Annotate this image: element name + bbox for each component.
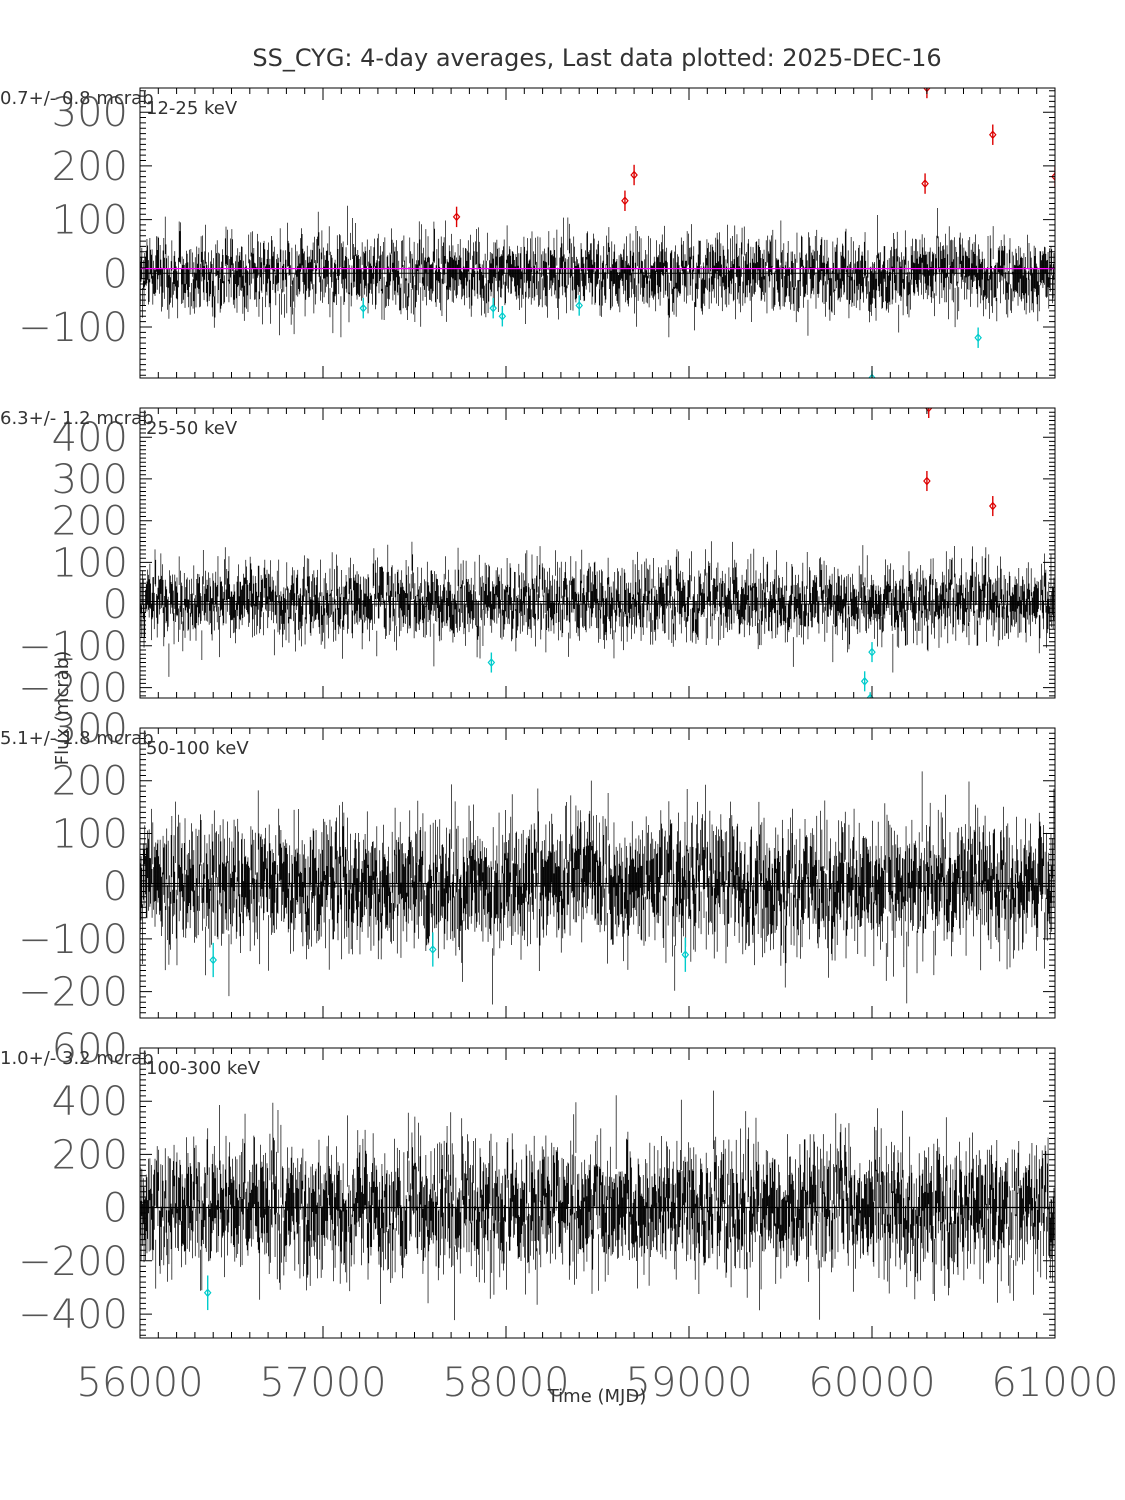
- x-tick-label: 57000: [259, 1360, 386, 1406]
- error-bars: [140, 771, 1055, 1005]
- noise-series: [140, 1090, 1055, 1321]
- high-point: [630, 170, 638, 180]
- high-point: [921, 179, 929, 189]
- low-point: [868, 373, 876, 378]
- high-point: [1051, 172, 1055, 182]
- y-axis-label: Flux (mcrab): [52, 651, 73, 765]
- low-point: [489, 303, 497, 313]
- low-point: [359, 303, 368, 313]
- tick-marks: [139, 407, 1056, 698]
- chart-title: SS_CYG: 4-day averages, Last data plotte…: [252, 44, 941, 72]
- error-bars: [140, 541, 1055, 677]
- x-tick-label: 56000: [76, 1360, 203, 1406]
- y-tick-label: 400: [52, 415, 128, 461]
- tick-marks: [139, 1047, 1056, 1338]
- low-point: [860, 676, 869, 686]
- energy-band-label: 50-100 keV: [146, 738, 249, 759]
- high-point: [923, 476, 931, 486]
- high-point: [621, 196, 629, 206]
- mean-flux-label: 1.0+/- 3.2 mcrab: [0, 1048, 154, 1069]
- low-point: [575, 301, 583, 310]
- panel-frame: [139, 1047, 1056, 1339]
- y-tick-label: 400: [52, 1079, 128, 1125]
- y-tick-label: 100: [52, 198, 128, 244]
- y-tick-label: 0: [103, 251, 128, 297]
- y-tick-label: −200: [18, 970, 128, 1016]
- y-tick-label: 200: [52, 499, 128, 545]
- low-point: [498, 311, 507, 321]
- y-tick-label: 100: [52, 540, 128, 586]
- tick-marks: [139, 88, 1056, 378]
- low-point: [974, 333, 982, 343]
- y-tick-label: 100: [52, 811, 128, 857]
- x-tick-labels: 56000 57000 58000 59000 60000 61000: [76, 1360, 1118, 1406]
- y-tick-label: 300: [52, 706, 128, 752]
- x-axis-label: Time (MJD): [547, 1386, 647, 1407]
- y-tick-label: −200: [18, 1239, 128, 1285]
- noise-series: [140, 771, 1055, 1005]
- error-bars: [140, 205, 1055, 338]
- y-tick-label: −400: [18, 1292, 128, 1338]
- y-tick-label: 0: [103, 864, 128, 910]
- y-tick-label: 200: [52, 144, 128, 190]
- panel-frame: [139, 87, 1056, 379]
- y-tick-label: −100: [18, 305, 128, 351]
- x-tick-label: 61000: [991, 1360, 1118, 1406]
- y-tick-label: 300: [52, 90, 128, 136]
- x-tick-label: 59000: [625, 1360, 752, 1406]
- low-point: [429, 945, 437, 954]
- y-tick-label: 0: [103, 582, 128, 628]
- y-tick-label: 200: [52, 759, 128, 805]
- mean-flux-label: 5.1+/- 1.8 mcrab: [0, 728, 154, 749]
- y-tick-label: −200: [18, 666, 128, 712]
- error-bars: [140, 1090, 1055, 1321]
- noise-series: [140, 541, 1055, 677]
- x-tick-label: 58000: [442, 1360, 569, 1406]
- energy-band-label: 25-50 keV: [146, 418, 238, 439]
- y-tick-label: −100: [18, 917, 128, 963]
- x-tick-label: 60000: [808, 1360, 935, 1406]
- high-point: [988, 130, 997, 140]
- energy-band-label: 12-25 keV: [146, 98, 238, 119]
- y-tick-label: 0: [103, 1186, 128, 1232]
- y-tick-label: 600: [52, 1026, 128, 1072]
- low-point: [868, 647, 876, 657]
- y-tick-label: 300: [52, 457, 128, 503]
- high-point: [924, 408, 933, 413]
- low-point: [681, 950, 690, 960]
- energy-band-label: 100-300 keV: [146, 1058, 261, 1079]
- noise-series: [140, 205, 1055, 338]
- low-point: [487, 658, 496, 667]
- low-point: [203, 1288, 212, 1298]
- y-tick-label: −100: [18, 624, 128, 670]
- low-point: [209, 955, 217, 965]
- high-point: [988, 501, 997, 511]
- panel-frame: [139, 407, 1056, 699]
- mean-flux-label: 0.7+/- 0.8 mcrab: [0, 88, 154, 109]
- y-tick-label: 200: [52, 1132, 128, 1178]
- tick-marks: [139, 727, 1056, 1019]
- high-point: [452, 212, 461, 222]
- mean-flux-label: 6.3+/- 1.2 mcrab: [0, 408, 154, 429]
